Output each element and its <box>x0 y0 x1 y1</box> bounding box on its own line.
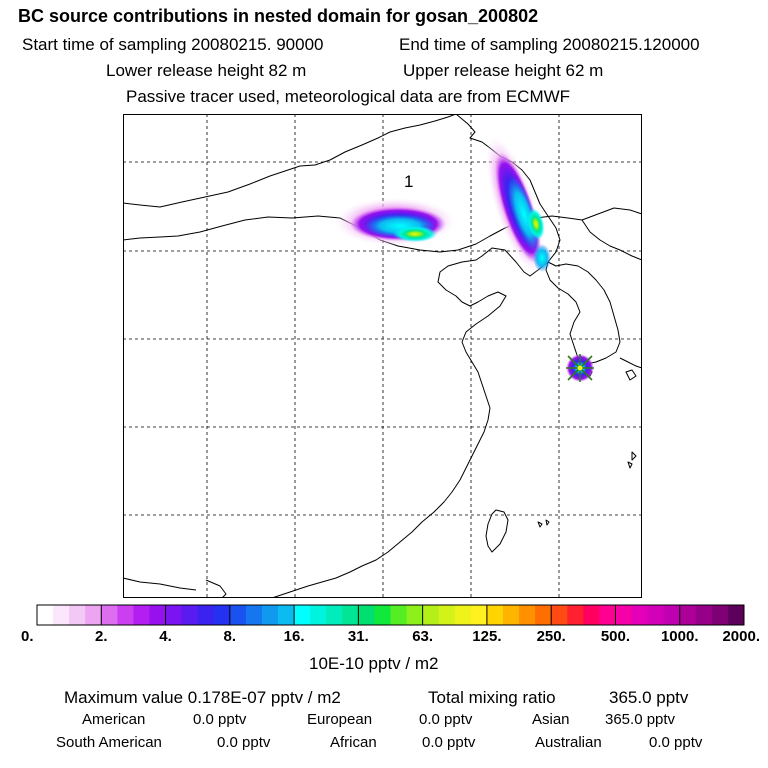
region-asian-value: 365.0 pptv <box>605 711 676 728</box>
start-time-label: Start time of sampling 20080215. 90000 <box>22 35 324 54</box>
colorbar-swatch <box>599 605 616 625</box>
end-time-label: End time of sampling 20080215.120000 <box>399 35 700 54</box>
colorbar-tick-label: 63. <box>412 628 433 645</box>
region-asian-label: Asian <box>532 711 570 728</box>
colorbar-swatch <box>261 605 279 625</box>
lat-lon-grid <box>123 114 642 598</box>
colorbar-swatch <box>406 605 424 625</box>
plume-north <box>485 136 551 274</box>
lower-height-label: Lower release height 82 m <box>106 61 307 80</box>
colorbar-tick-label: 8. <box>224 628 237 645</box>
colorbar-swatch <box>567 605 584 625</box>
colorbar-swatch <box>229 605 247 625</box>
region-american-value: 0.0 pptv <box>193 711 247 728</box>
colorbar-swatch <box>663 605 681 625</box>
colorbar-swatch <box>69 605 86 625</box>
colorbar-tick-label: 250. <box>537 628 566 645</box>
region-south-american-label: South American <box>56 734 162 751</box>
colorbar-tick-label: 2000. <box>722 628 760 645</box>
colorbar-tick-label: 31. <box>348 628 369 645</box>
colorbar-swatch <box>117 605 134 625</box>
colorbar-swatch <box>342 605 359 625</box>
colorbar-swatch <box>101 605 118 625</box>
colorbar-swatch <box>294 605 311 625</box>
colorbar-tick-label: 500. <box>601 628 630 645</box>
colorbar-swatch <box>454 605 472 625</box>
receptor-marker <box>566 354 594 382</box>
colorbar-swatch <box>422 605 440 625</box>
region-african-label: African <box>330 734 377 751</box>
colorbar-swatch <box>679 605 697 625</box>
colorbar-swatch <box>374 605 391 625</box>
region-european-label: European <box>307 711 373 728</box>
chart-title: BC source contributions in nested domain… <box>18 6 539 26</box>
max-value-label: Maximum value 0.178E-07 pptv / m2 <box>64 688 341 707</box>
colorbar-swatch <box>502 605 520 625</box>
upper-height-label: Upper release height 62 m <box>403 61 604 80</box>
colorbar-swatch <box>310 605 327 625</box>
colorbar-swatch <box>37 605 54 625</box>
colorbar-swatch <box>631 605 648 625</box>
colorbar-swatch <box>181 605 199 625</box>
colorbar-swatch <box>583 605 600 625</box>
colorbar-tick-label: 4. <box>159 628 172 645</box>
colorbar-tick-label: 16. <box>284 628 305 645</box>
colorbar-swatch <box>390 605 407 625</box>
colorbar-swatch <box>519 605 536 625</box>
colorbar-swatch <box>535 605 552 625</box>
colorbar-swatch <box>165 605 183 625</box>
colorbar-swatch <box>551 605 568 625</box>
region-european-value: 0.0 pptv <box>419 711 473 728</box>
plume-label: 1 <box>404 172 413 191</box>
colorbar-swatch <box>647 605 665 625</box>
colorbar-swatch <box>615 605 632 625</box>
colorbar-swatch <box>711 605 729 625</box>
colorbar-unit: 10E-10 pptv / m2 <box>309 654 439 673</box>
map-frame <box>123 114 642 598</box>
total-mixing-label: Total mixing ratio <box>428 688 556 707</box>
colorbar-swatch <box>197 605 215 625</box>
colorbar-swatch <box>326 605 343 625</box>
colorbar-swatch <box>245 605 263 625</box>
colorbar-swatch <box>85 605 102 625</box>
colorbar-swatch <box>53 605 70 625</box>
colorbar-swatch <box>470 605 488 625</box>
region-african-value: 0.0 pptv <box>422 734 476 751</box>
colorbar-outline <box>36 604 745 626</box>
region-south-american-value: 0.0 pptv <box>217 734 271 751</box>
colorbar-swatch <box>278 605 295 625</box>
colorbar-swatch <box>695 605 713 625</box>
colorbar-swatch <box>213 605 231 625</box>
plume-west <box>335 198 455 246</box>
colorbar-tick-label: 1000. <box>661 628 699 645</box>
colorbar-swatch <box>149 605 166 625</box>
region-american-label: American <box>82 711 146 728</box>
colorbar-swatch <box>486 605 504 625</box>
coastlines <box>123 114 642 598</box>
region-australian-label: Australian <box>535 734 602 751</box>
colorbar-swatch <box>438 605 456 625</box>
colorbar-swatch <box>133 605 150 625</box>
tracer-note: Passive tracer used, meteorological data… <box>126 87 571 106</box>
colorbar-tick-label: 125. <box>472 628 501 645</box>
colorbar-swatch <box>358 605 375 625</box>
colorbar-tick-labels: 0. 2. 4. 8. 16. 31. 63. 125. 250. 500. 1000. 2000. <box>21 628 760 645</box>
colorbar-tick-label: 2. <box>95 628 108 645</box>
total-mixing-value: 365.0 pptv <box>609 688 689 707</box>
colorbar-tick-label: 0. <box>21 628 34 645</box>
colorbar <box>36 604 745 626</box>
region-australian-value: 0.0 pptv <box>649 734 703 751</box>
colorbar-swatch <box>727 605 745 625</box>
